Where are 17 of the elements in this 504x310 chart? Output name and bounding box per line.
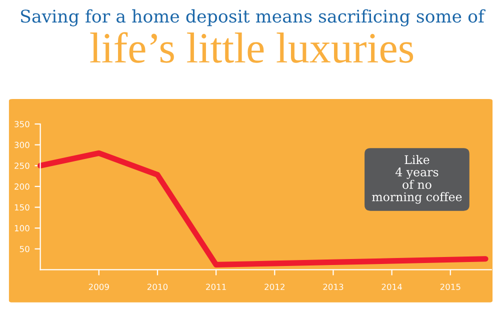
x-tick-label: 2010 <box>147 284 168 290</box>
chart-subtitle: life’s little luxuries <box>90 32 414 63</box>
x-tick-label: 2011 <box>206 284 226 290</box>
y-tick-label: 100 <box>14 225 30 232</box>
chart-title: Saving for a home deposit means sacrificing some of <box>21 9 486 26</box>
x-tick-label: 2009 <box>88 284 109 290</box>
y-tick-label: 50 <box>20 246 30 252</box>
y-tick-label: 250 <box>14 162 30 169</box>
annotation: Like 4 years of no morning coffee <box>372 155 462 204</box>
x-tick-label: 2014 <box>382 284 402 290</box>
y-tick-label: 350 <box>14 120 30 128</box>
x-tick-label: 2012 <box>264 284 284 290</box>
y-tick-label: 300 <box>14 142 30 148</box>
y-tick-label: 150 <box>14 204 30 211</box>
x-tick-label: 2013 <box>323 284 344 290</box>
x-tick-label: 2015 <box>440 284 460 290</box>
y-tick-label: 200 <box>14 183 30 190</box>
